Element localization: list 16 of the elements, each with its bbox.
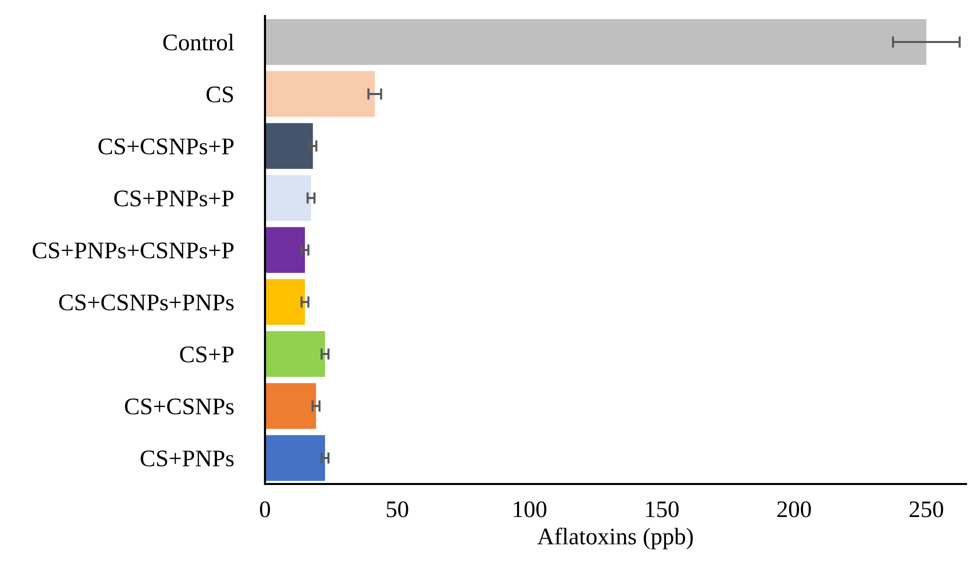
- y-tick-label: CS: [206, 86, 233, 102]
- x-tick-label: 0: [260, 501, 270, 518]
- y-tick-label: CS+P: [180, 346, 234, 362]
- y-tick-label: CS+CSNPs+PNPs: [59, 294, 234, 310]
- y-tick-label: CS+PNPs+CSNPs+P: [32, 242, 234, 258]
- y-tick-label: Control: [163, 34, 234, 50]
- x-tick-label: 200: [777, 501, 811, 518]
- x-axis-title: Aflatoxins (ppb): [537, 528, 693, 550]
- y-tick-label: CS+CSNPs+P: [98, 138, 234, 154]
- x-tick-label: 50: [386, 501, 408, 518]
- y-tick-label: CS+CSNPs: [124, 398, 234, 414]
- y-tick-label: CS+PNPs+P: [114, 190, 234, 206]
- x-tick-label: 100: [514, 501, 546, 518]
- y-tick-label: CS+PNPs: [140, 450, 234, 466]
- x-tick-label: 150: [646, 501, 679, 518]
- x-tick-label: 250: [910, 501, 944, 518]
